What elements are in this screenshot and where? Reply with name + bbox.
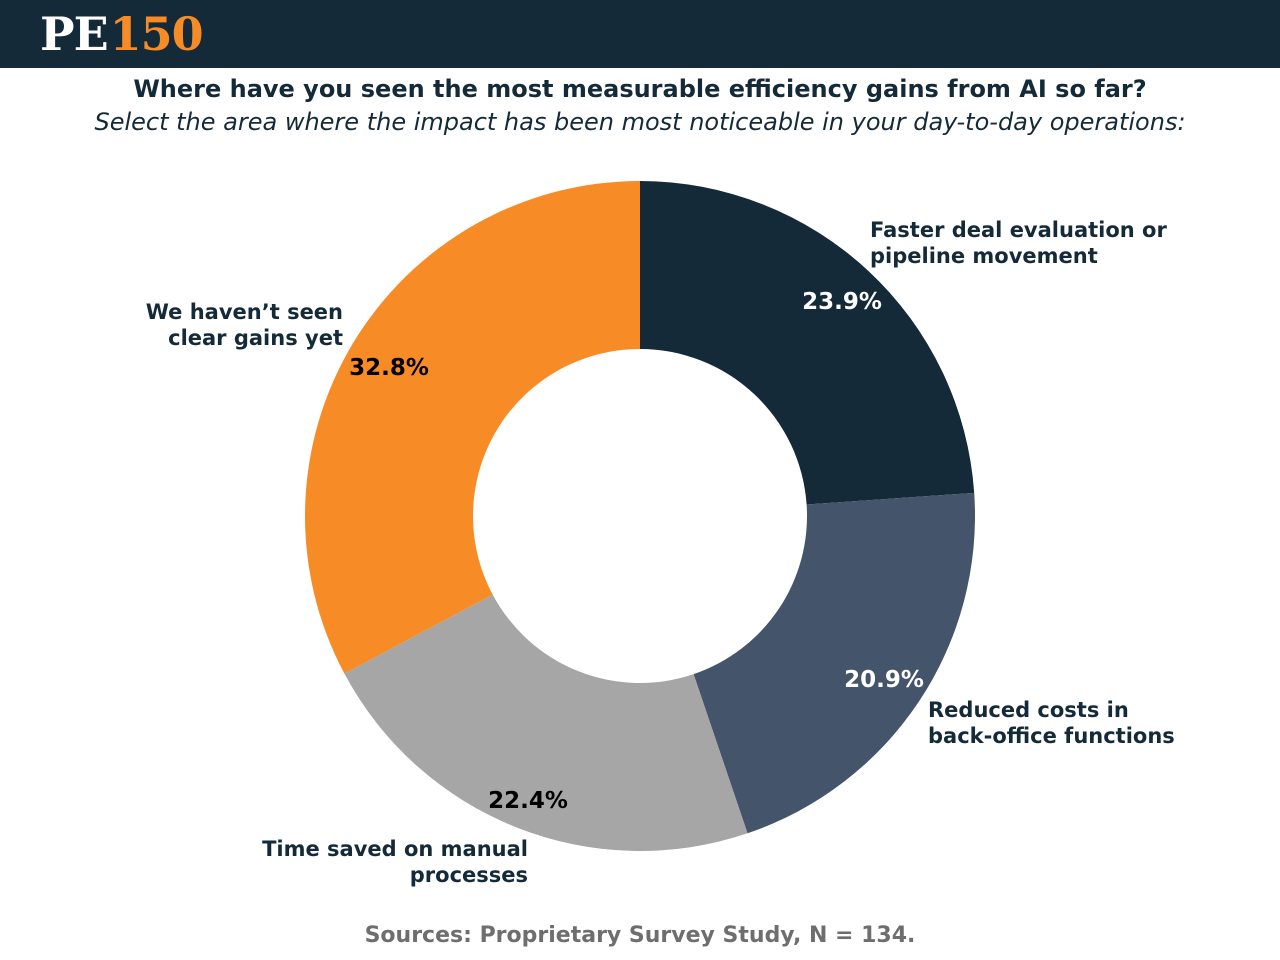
chart-title: Where have you seen the most measurable … <box>133 75 1147 103</box>
slice-category-label: Reduced costs in back-office functions <box>928 698 1175 748</box>
donut-slice <box>344 594 748 852</box>
slice-category-label: We haven’t seen clear gains yet <box>146 300 343 350</box>
brand-logo: PE150 <box>40 7 204 61</box>
slice-category-label: Time saved on manual processes <box>262 837 528 887</box>
donut-slice <box>305 181 640 674</box>
slice-value-label: 32.8% <box>349 355 429 381</box>
slice-value-label: 23.9% <box>802 289 882 315</box>
slice-value-label: 22.4% <box>488 788 568 814</box>
donut-slice <box>640 181 975 505</box>
chart-subtitle: Select the area where the impact has bee… <box>94 108 1186 136</box>
slice-value-label: 20.9% <box>844 667 924 693</box>
header-bar: PE150 <box>0 0 1280 68</box>
donut-slice <box>693 492 975 834</box>
source-note: Sources: Proprietary Survey Study, N = 1… <box>364 923 916 948</box>
slice-category-label: Faster deal evaluation or pipeline moveme… <box>870 218 1167 268</box>
